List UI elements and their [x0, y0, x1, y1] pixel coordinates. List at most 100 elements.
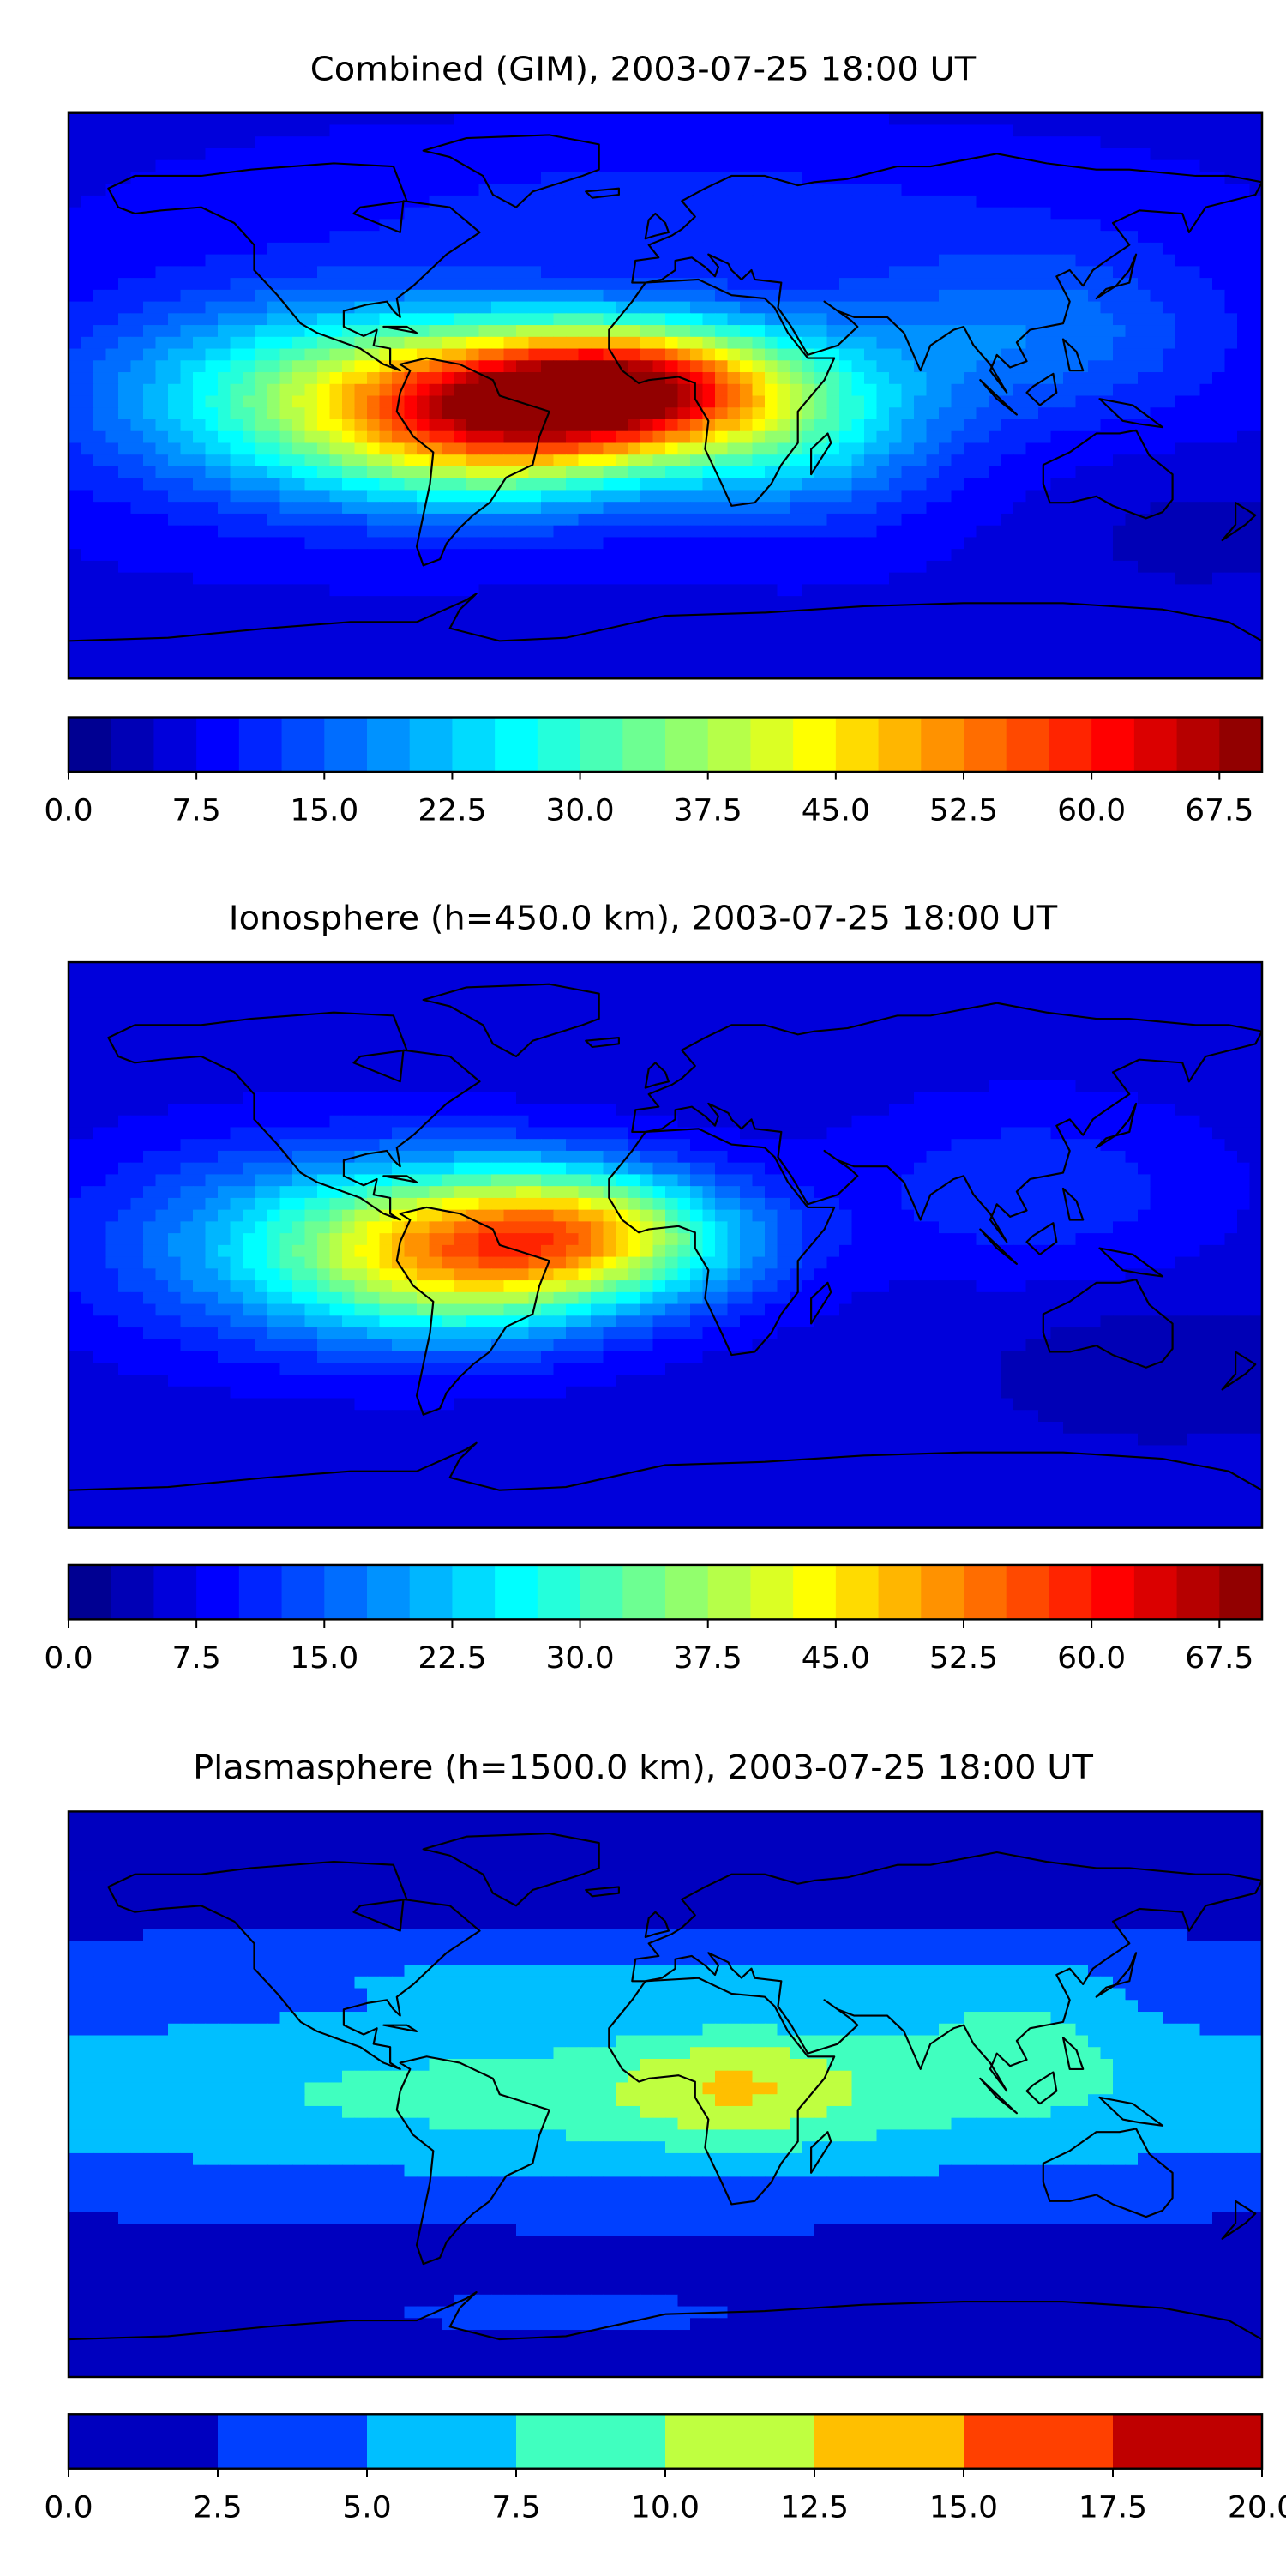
colorbar-tick-label: 67.5 — [1185, 793, 1253, 828]
colorbar-swatch — [1177, 718, 1220, 772]
colorbar-swatch — [495, 1565, 538, 1619]
colorbar-swatch — [1219, 718, 1262, 772]
colorbar-swatch — [239, 718, 282, 772]
colorbar-swatch — [282, 718, 325, 772]
panel-3: Plasmasphere (h=1500.0 km), 2003-07-25 1… — [69, 1749, 1263, 2378]
figure-body: Combined (GIM), 2003-07-25 18:00 UT Ionos… — [44, 51, 1286, 2525]
colorbar-swatch — [1134, 1565, 1177, 1619]
colorbar-swatch — [921, 718, 964, 772]
colorbar-swatch — [153, 718, 196, 772]
colorbar-swatch — [836, 718, 879, 772]
colorbar-swatch — [1177, 1565, 1220, 1619]
colorbar-swatch — [495, 718, 538, 772]
colorbar-swatch — [324, 1565, 367, 1619]
colorbar-swatch — [218, 2414, 368, 2468]
colorbar-swatch — [69, 1565, 111, 1619]
colorbar-swatch — [1113, 2414, 1263, 2468]
colorbar-tick-label: 67.5 — [1185, 1641, 1253, 1676]
colorbar-tick-label: 22.5 — [418, 793, 486, 828]
map-field — [69, 1811, 1263, 2377]
colorbar-tick-label: 20.0 — [1228, 2490, 1286, 2525]
colorbar-tick-label: 60.0 — [1057, 793, 1126, 828]
colorbar-swatch — [964, 718, 1007, 772]
colorbar-3: 0.0 2.5 5.0 7.5 10.0 12.5 15.0 17.5 20.0 — [44, 2414, 1286, 2525]
colorbar-tick-label: 52.5 — [929, 793, 998, 828]
colorbar-swatch — [69, 2414, 219, 2468]
colorbar-tick-label: 0.0 — [44, 793, 93, 828]
colorbar-tick-label: 17.5 — [1079, 2490, 1147, 2525]
colorbar-tick-label: 60.0 — [1057, 1641, 1126, 1676]
colorbar-swatch — [516, 2414, 666, 2468]
colorbar-tick-label: 45.0 — [802, 793, 870, 828]
colorbar-tick-label: 7.5 — [172, 1641, 221, 1676]
colorbar-swatch — [793, 718, 836, 772]
colorbar-swatch — [239, 1565, 282, 1619]
colorbar-tick-label: 45.0 — [802, 1641, 870, 1676]
colorbar-tick-label: 22.5 — [418, 1641, 486, 1676]
colorbar-swatch — [111, 1565, 154, 1619]
colorbar-swatch — [69, 718, 111, 772]
colorbar-swatch — [879, 1565, 922, 1619]
colorbar-swatch — [410, 1565, 453, 1619]
colorbar-tick-label: 37.5 — [674, 793, 742, 828]
colorbar-swatch — [1134, 718, 1177, 772]
colorbar-swatch — [367, 2414, 517, 2468]
colorbar-swatch — [1219, 1565, 1262, 1619]
colorbar-swatch — [1007, 718, 1049, 772]
colorbar-swatch — [921, 1565, 964, 1619]
colorbar-swatch — [452, 718, 495, 772]
colorbar-swatch — [665, 718, 708, 772]
panel-title: Ionosphere (h=450.0 km), 2003-07-25 18:0… — [229, 900, 1059, 937]
colorbar-swatch — [1007, 1565, 1049, 1619]
colorbar-swatch — [1049, 718, 1091, 772]
colorbar-swatch — [964, 1565, 1007, 1619]
panel-title: Plasmasphere (h=1500.0 km), 2003-07-25 1… — [193, 1749, 1094, 1787]
colorbar-swatch — [750, 718, 793, 772]
panel-2: Ionosphere (h=450.0 km), 2003-07-25 18:0… — [69, 900, 1263, 1528]
colorbar-swatch — [622, 1565, 665, 1619]
colorbar-swatch — [367, 1565, 410, 1619]
colorbar-swatch — [1091, 1565, 1134, 1619]
colorbar-swatch — [708, 718, 751, 772]
colorbar-swatch — [580, 718, 623, 772]
colorbar-tick-label: 5.0 — [342, 2490, 391, 2525]
panel-1: Combined (GIM), 2003-07-25 18:00 UT — [69, 51, 1263, 679]
colorbar-1: 0.0 7.5 15.0 22.5 30.0 37.5 45.0 52.5 60.0 67.5 — [44, 718, 1262, 828]
colorbar-swatch — [964, 2414, 1114, 2468]
colorbar-swatch — [538, 1565, 580, 1619]
colorbar-swatch — [622, 718, 665, 772]
colorbar-tick-label: 15.0 — [929, 2490, 998, 2525]
colorbar-swatch — [708, 1565, 751, 1619]
colorbar-tick-label: 12.5 — [780, 2490, 849, 2525]
colorbar-swatch — [665, 1565, 708, 1619]
map-field — [69, 962, 1263, 1528]
colorbar-tick-label: 7.5 — [172, 793, 221, 828]
colorbar-tick-label: 37.5 — [674, 1641, 742, 1676]
colorbar-swatch — [111, 718, 154, 772]
colorbar-swatch — [410, 718, 453, 772]
colorbar-tick-label: 0.0 — [44, 1641, 93, 1676]
colorbar-tick-label: 15.0 — [290, 793, 358, 828]
colorbar-swatch — [665, 2414, 815, 2468]
colorbar-swatch — [879, 718, 922, 772]
colorbar-tick-label: 0.0 — [44, 2490, 93, 2525]
colorbar-tick-label: 10.0 — [631, 2490, 700, 2525]
colorbar-swatch — [367, 718, 410, 772]
colorbar-swatch — [282, 1565, 325, 1619]
colorbar-swatch — [836, 1565, 879, 1619]
colorbar-swatch — [538, 718, 580, 772]
colorbar-tick-label: 30.0 — [546, 793, 615, 828]
panel-title: Combined (GIM), 2003-07-25 18:00 UT — [310, 51, 977, 88]
colorbar-swatch — [793, 1565, 836, 1619]
colorbar-tick-label: 7.5 — [491, 2490, 540, 2525]
colorbar-tick-label: 30.0 — [546, 1641, 615, 1676]
colorbar-swatch — [1049, 1565, 1091, 1619]
colorbar-swatch — [196, 1565, 239, 1619]
colorbar-tick-label: 2.5 — [193, 2490, 242, 2525]
map-field — [69, 113, 1263, 679]
colorbar-tick-label: 52.5 — [929, 1641, 998, 1676]
colorbar-swatch — [580, 1565, 623, 1619]
